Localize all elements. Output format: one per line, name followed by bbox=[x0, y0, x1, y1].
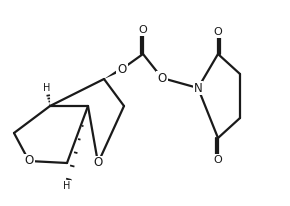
Text: O: O bbox=[24, 154, 34, 167]
Text: O: O bbox=[214, 155, 222, 165]
Text: O: O bbox=[157, 71, 167, 84]
Text: N: N bbox=[194, 82, 202, 95]
Text: O: O bbox=[214, 27, 222, 37]
Text: O: O bbox=[139, 25, 147, 35]
Text: O: O bbox=[93, 157, 103, 170]
Polygon shape bbox=[104, 67, 123, 79]
Text: H: H bbox=[63, 181, 71, 191]
Text: O: O bbox=[117, 62, 127, 76]
Text: H: H bbox=[43, 83, 51, 93]
